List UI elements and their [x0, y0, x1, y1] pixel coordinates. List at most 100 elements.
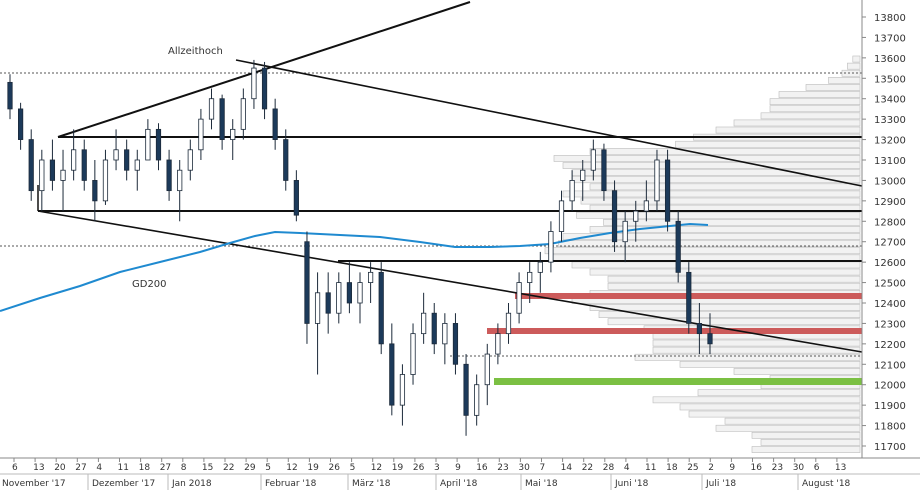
candle	[537, 251, 543, 293]
candle	[399, 364, 406, 426]
candle	[81, 139, 87, 191]
x-tick-label: 9	[455, 463, 461, 473]
y-tick-label: 12000	[874, 381, 906, 392]
x-tick-label: 22	[582, 463, 593, 473]
candle	[71, 129, 77, 181]
y-tick-label: 12200	[874, 340, 906, 351]
x-tick-label: 14	[561, 463, 573, 473]
volume-profile-bar	[652, 396, 861, 404]
volume-profile-bar	[549, 254, 861, 262]
candle-body	[177, 169, 183, 192]
candle	[378, 262, 384, 355]
candle	[495, 323, 501, 365]
month-label: November '17	[2, 479, 66, 489]
month-label: Juni '18	[614, 479, 649, 489]
candle-body	[590, 149, 596, 171]
volume-profile-bar	[589, 183, 861, 191]
volume-profile-bar	[553, 155, 861, 162]
volume-profile-bar	[733, 368, 861, 375]
candle	[463, 354, 469, 436]
candle-body	[431, 312, 437, 345]
x-tick-label: 6	[814, 463, 820, 473]
volume-profile-bar	[571, 169, 861, 177]
candle	[484, 343, 490, 406]
volume-profile-bar	[571, 261, 861, 269]
candle-body	[537, 261, 543, 273]
y-tick-label: 12900	[874, 197, 906, 208]
x-tick-label: 26	[329, 463, 341, 473]
volume-profile-bar	[634, 353, 861, 361]
volume-profile-bar	[580, 197, 861, 205]
candle	[187, 139, 193, 181]
candle-body	[208, 98, 215, 120]
candle	[293, 170, 299, 222]
candle	[102, 149, 109, 205]
candle-body	[569, 180, 575, 202]
candle	[304, 231, 310, 344]
y-tick-label: 13800	[874, 13, 906, 24]
volume-profile-bar	[769, 98, 861, 105]
volume-profile-bar	[697, 389, 861, 397]
candle	[569, 170, 575, 212]
candle-body	[368, 271, 374, 283]
candle-body	[314, 292, 321, 324]
x-tick-label: 23	[772, 463, 783, 473]
volume-profile-bar	[751, 446, 861, 453]
x-tick-label: 13	[33, 463, 44, 473]
volume-profile-bar	[769, 105, 861, 113]
volume-profile-bar	[679, 360, 861, 368]
candle-body	[346, 282, 352, 304]
candlesticks	[7, 59, 713, 436]
candle	[166, 149, 172, 201]
volume-profile-bar	[589, 268, 861, 276]
candle	[177, 160, 183, 222]
x-tick-label: 6	[12, 463, 18, 473]
candle	[272, 98, 278, 150]
candle-body	[145, 128, 151, 161]
candle-body	[251, 67, 257, 100]
candle-body	[18, 108, 24, 140]
x-tick-label: 4	[624, 463, 630, 473]
candle-body	[102, 159, 109, 202]
candle-body	[60, 169, 66, 181]
x-tick-label: 29	[244, 463, 256, 473]
month-label: Juli '18	[705, 479, 736, 489]
volume-profile-bar	[603, 219, 861, 226]
x-tick-label: 28	[603, 463, 615, 473]
candle-body	[484, 353, 490, 386]
candle	[39, 149, 45, 212]
candle-body	[463, 363, 469, 416]
x-tick-label: 7	[540, 463, 546, 473]
candle-body	[357, 282, 363, 304]
candle	[346, 262, 352, 314]
x-tick-label: 5	[350, 463, 356, 473]
volume-profile-bar	[751, 431, 861, 439]
volume-profile-bar	[607, 275, 861, 283]
candle-body	[474, 384, 480, 416]
candle-body	[452, 323, 459, 365]
candle	[421, 292, 427, 344]
candle	[49, 139, 56, 191]
candle-body	[28, 139, 34, 192]
volume-profile-bar	[607, 282, 861, 290]
candle-body	[675, 220, 681, 273]
x-tick-label: 30	[793, 463, 805, 473]
candle	[707, 313, 713, 355]
candle	[431, 303, 437, 355]
x-tick-label: 18	[139, 463, 151, 473]
annotation-ma200: GD200	[132, 279, 167, 290]
candle	[633, 200, 639, 242]
y-tick-label: 13000	[874, 176, 906, 187]
candle-body	[548, 231, 554, 263]
volume-profile-bar	[652, 346, 861, 354]
candle	[516, 272, 522, 324]
month-label: Mai '18	[525, 479, 558, 489]
volume-profile-bar	[598, 311, 861, 319]
volume-profile-bar	[544, 247, 861, 255]
volume-profile-bar	[589, 304, 861, 311]
candle-body	[230, 128, 236, 140]
candle-body	[272, 108, 278, 140]
x-tick-label: 20	[54, 463, 66, 473]
candle-body	[198, 118, 204, 151]
